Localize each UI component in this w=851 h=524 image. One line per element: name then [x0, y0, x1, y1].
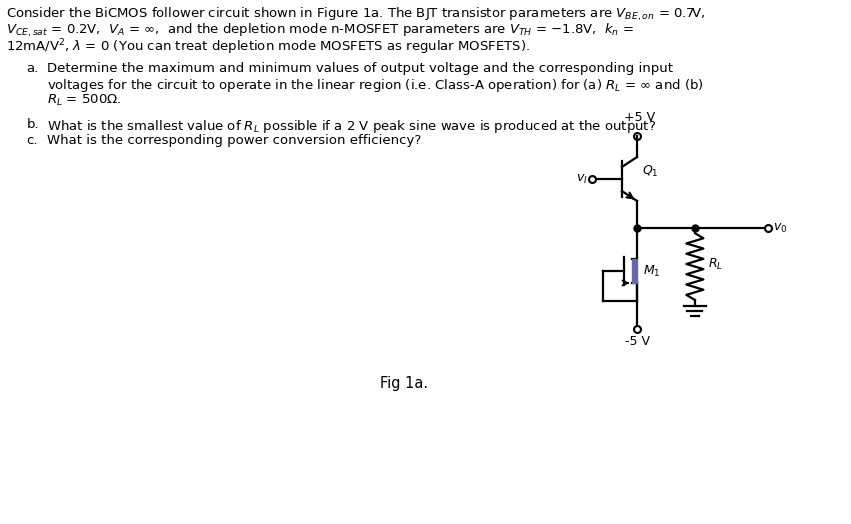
Text: $R_L$: $R_L$ — [708, 256, 723, 271]
Text: $V_{CE,sat}$ = 0.2V,  $V_A$ = $\infty$,  and the depletion mode n-MOSFET paramet: $V_{CE,sat}$ = 0.2V, $V_A$ = $\infty$, a… — [6, 21, 634, 39]
Text: 12mA/V$^2$, $\lambda$ = 0 (You can treat depletion mode MOSFETS as regular MOSFE: 12mA/V$^2$, $\lambda$ = 0 (You can treat… — [6, 37, 530, 57]
Text: $R_L$ = 500$\Omega$.: $R_L$ = 500$\Omega$. — [48, 93, 122, 108]
Text: What is the corresponding power conversion efficiency?: What is the corresponding power conversi… — [48, 134, 421, 147]
Text: Consider the BiCMOS follower circuit shown in Figure 1a. The BJT transistor para: Consider the BiCMOS follower circuit sho… — [6, 6, 705, 23]
Text: b.: b. — [26, 117, 39, 130]
Text: Fig 1a.: Fig 1a. — [380, 376, 428, 391]
Text: $v_I$: $v_I$ — [576, 172, 588, 185]
Bar — [632, 259, 637, 283]
Text: $Q_1$: $Q_1$ — [642, 163, 659, 179]
Text: What is the smallest value of $R_L$ possible if a 2 V peak sine wave is produced: What is the smallest value of $R_L$ poss… — [48, 117, 656, 135]
Text: a.: a. — [26, 62, 39, 75]
Text: -5 V: -5 V — [625, 335, 649, 348]
Text: $v_0$: $v_0$ — [773, 222, 787, 235]
Text: $M_1$: $M_1$ — [643, 264, 660, 279]
Text: c.: c. — [26, 134, 38, 147]
Text: Determine the maximum and minimum values of output voltage and the corresponding: Determine the maximum and minimum values… — [48, 62, 673, 75]
Text: voltages for the circuit to operate in the linear region (i.e. Class-A operation: voltages for the circuit to operate in t… — [48, 78, 704, 94]
Text: +5 V: +5 V — [625, 111, 655, 124]
